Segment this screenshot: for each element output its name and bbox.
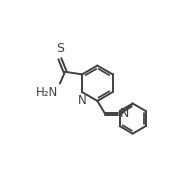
- Text: H₂N: H₂N: [36, 86, 58, 99]
- Text: N: N: [120, 107, 129, 121]
- Text: N: N: [78, 94, 86, 107]
- Text: S: S: [56, 42, 64, 55]
